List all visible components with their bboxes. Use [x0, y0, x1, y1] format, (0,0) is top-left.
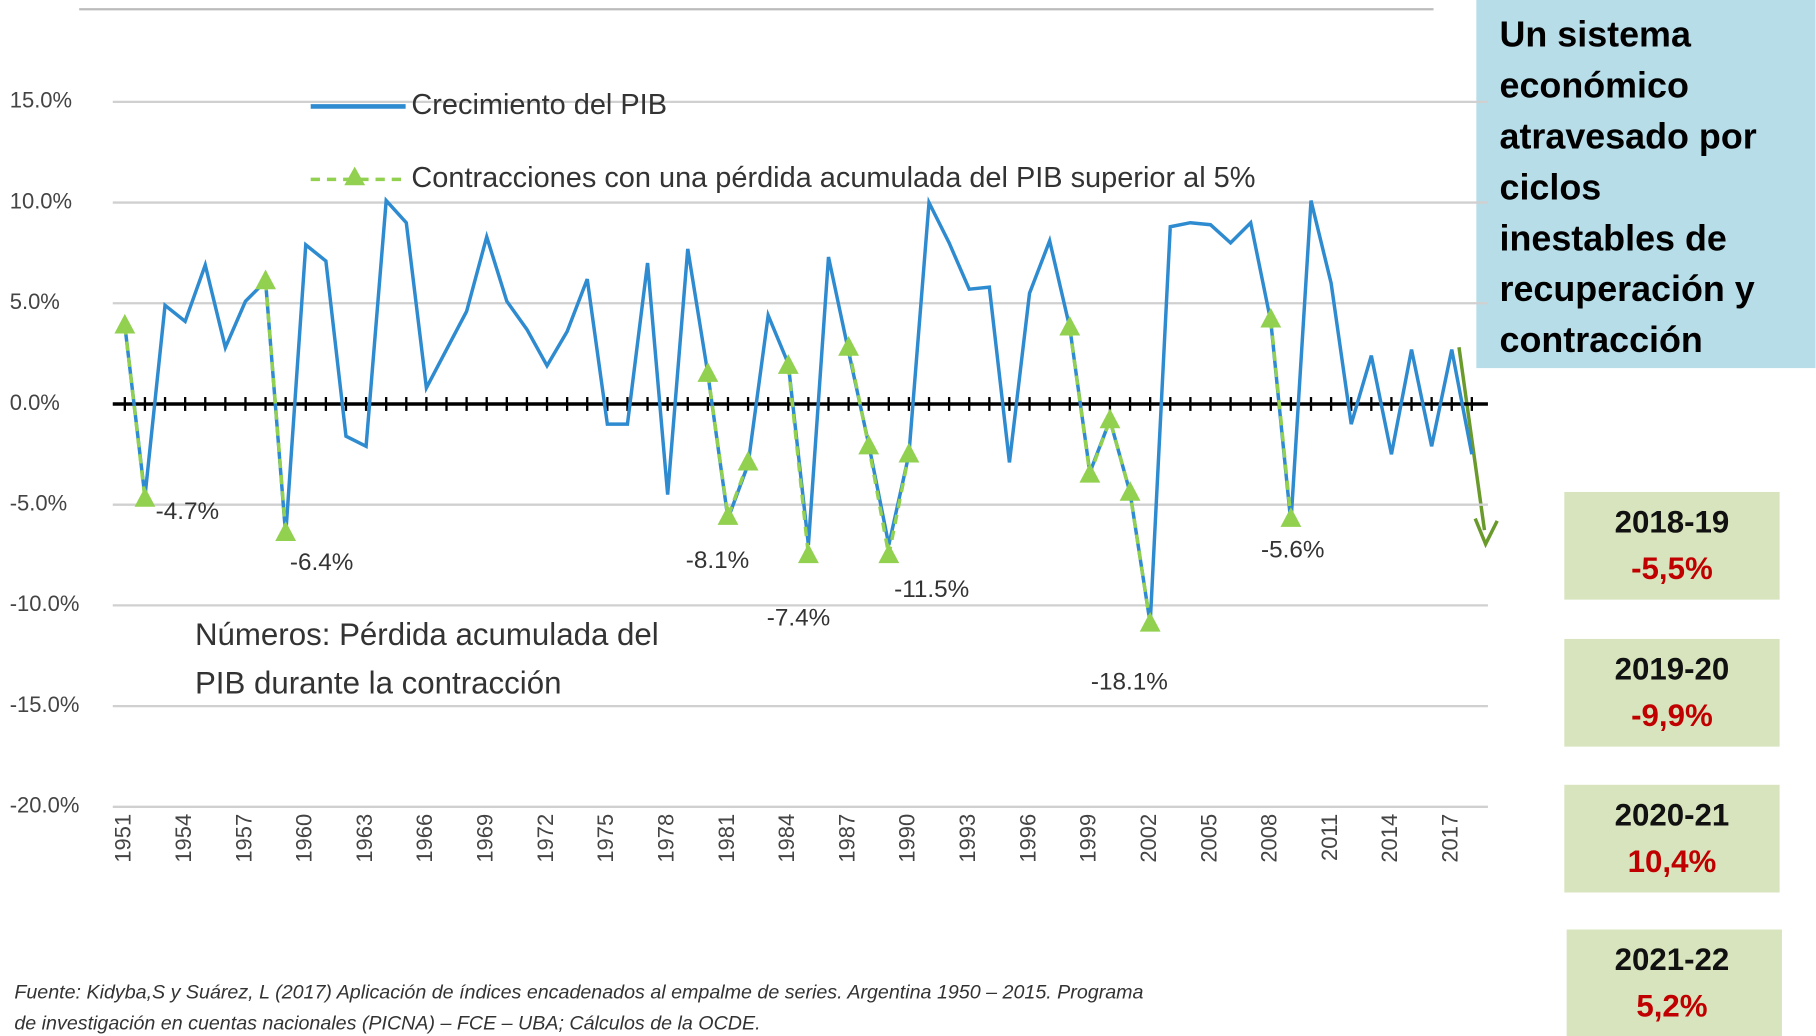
panel-title: inestables de [1500, 218, 1727, 258]
x-tick-label: 1963 [352, 814, 377, 863]
period-value: 5,2% [1636, 988, 1707, 1023]
annotation: -8.1% [686, 547, 749, 574]
contraction-marker [838, 336, 860, 356]
contraction-marker [737, 450, 759, 471]
arrow-head [1473, 517, 1499, 549]
y-tick-label: 0.0% [10, 390, 60, 415]
x-tick-label: 1999 [1076, 814, 1101, 863]
period-box [1564, 784, 1780, 893]
panel-title: ciclos [1500, 167, 1602, 207]
x-tick-label: 1957 [231, 814, 256, 863]
period-label: 2019-20 [1615, 652, 1730, 687]
x-tick-label: 1990 [895, 814, 920, 863]
x-tick-label: 2014 [1377, 814, 1402, 863]
contraction-marker [878, 543, 900, 564]
annotation: -6.4% [290, 549, 353, 576]
contraction-marker [1079, 462, 1101, 483]
contraction-line [123, 280, 1293, 624]
period-value: -5,5% [1631, 551, 1713, 586]
y-tick-label: 10.0% [10, 188, 72, 213]
x-tick-label: 1987 [834, 814, 859, 863]
x-tick-label: 1996 [1015, 814, 1040, 863]
period-box [1564, 491, 1780, 600]
annotation: -7.4% [767, 605, 830, 632]
source: Fuente: Kidyba,S y Suárez, L (2017) Apli… [14, 981, 1143, 1003]
panel-title: contracción [1500, 320, 1703, 360]
panel-title: económico [1500, 65, 1689, 105]
x-tick-label: 1975 [593, 814, 618, 863]
period-label: 2021-22 [1615, 942, 1730, 977]
x-tick-label: 1981 [714, 814, 739, 863]
annotation: -18.1% [1091, 668, 1168, 695]
y-tick-label: -10.0% [10, 591, 80, 616]
panel-title: atravesado por [1500, 116, 1757, 156]
x-tick-label: 2002 [1136, 814, 1161, 863]
x-tick-label: 1951 [111, 814, 136, 863]
note: Números: Pérdida acumulada del [195, 617, 659, 652]
period-label: 2018-19 [1615, 505, 1730, 540]
x-tick-label: 2008 [1257, 814, 1282, 863]
y-tick-label: 5.0% [10, 289, 60, 314]
annotation: -11.5% [894, 576, 969, 603]
period-value: -9,9% [1631, 698, 1713, 733]
y-tick-label: -15.0% [10, 692, 80, 717]
x-tick-label: 2011 [1317, 814, 1342, 861]
contraction-marker [1119, 481, 1141, 501]
contraction-marker [898, 442, 920, 463]
period-value: 10,4% [1628, 844, 1717, 879]
y-tick-label: -20.0% [10, 793, 80, 818]
x-tick-label: 2005 [1196, 814, 1221, 863]
period-label: 2020-21 [1615, 797, 1730, 832]
contraction-marker [1280, 507, 1302, 527]
x-tick-label: 1960 [292, 814, 317, 863]
x-tick-label: 1972 [533, 814, 558, 863]
legend-label: Contracciones con una pérdida acumulada … [411, 162, 1255, 194]
contraction-marker [697, 362, 719, 382]
x-tick-label: 1993 [955, 814, 980, 863]
panel-title: recuperación y [1500, 269, 1755, 309]
y-tick-label: -5.0% [10, 491, 67, 516]
arrow [1457, 347, 1487, 531]
x-tick-label: 1984 [774, 814, 799, 863]
contraction-marker [858, 434, 880, 455]
y-tick-label: 15.0% [10, 88, 72, 113]
note: PIB durante la contracción [195, 666, 562, 701]
x-tick-label: 1969 [473, 814, 498, 863]
period-box [1566, 929, 1782, 1036]
contraction-marker [1260, 307, 1282, 328]
contraction-marker [717, 505, 739, 525]
x-tick-label: 1978 [653, 814, 678, 863]
source: de investigación en cuentas nacionales (… [14, 1013, 760, 1035]
annotation: -4.7% [156, 498, 219, 525]
contraction-marker [275, 521, 297, 541]
contraction-marker [797, 543, 819, 564]
panel-title: Un sistema [1500, 15, 1692, 55]
x-tick-label: 1954 [171, 814, 196, 863]
contraction-marker [134, 487, 156, 507]
period-box [1564, 638, 1780, 747]
x-tick-label: 2017 [1438, 814, 1463, 863]
contraction-marker [777, 354, 799, 374]
annotation: -5.6% [1261, 536, 1324, 563]
contraction-marker [1099, 408, 1121, 429]
legend-marker [344, 166, 366, 186]
legend-label: Crecimiento del PIB [411, 89, 667, 121]
x-tick-label: 1966 [412, 814, 437, 863]
contraction-marker [114, 313, 136, 334]
contraction-marker [255, 269, 276, 290]
title-panel [1476, 0, 1816, 369]
contraction-marker [1059, 315, 1081, 336]
contraction-marker [1139, 611, 1161, 632]
